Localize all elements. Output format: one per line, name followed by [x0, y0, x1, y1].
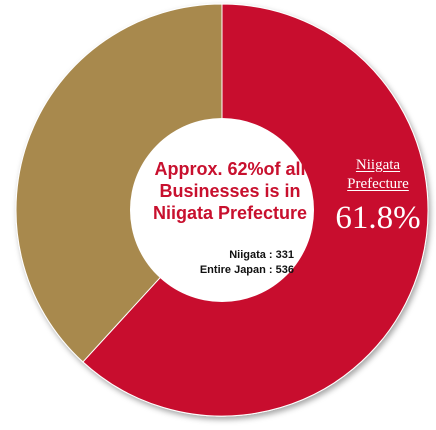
count-entire-japan: Entire Japan : 536: [150, 263, 294, 278]
slice-label-name: Niigata: [330, 156, 426, 175]
center-annotation-line: Businesses is in: [140, 180, 320, 202]
slice-label-name: Prefecture: [330, 175, 426, 194]
center-annotation-line: Approx. 62%of all: [140, 158, 320, 180]
center-annotation: Approx. 62%of all Businesses is in Niiga…: [140, 158, 320, 224]
slice-label-value: 61.8%: [330, 198, 426, 238]
center-annotation-line: Niigata Prefecture: [140, 202, 320, 224]
count-annotation: Niigata : 331 Entire Japan : 536: [150, 248, 294, 278]
slice-label-niigata: Niigata Prefecture 61.8%: [330, 156, 426, 238]
count-niigata: Niigata : 331: [150, 248, 294, 263]
